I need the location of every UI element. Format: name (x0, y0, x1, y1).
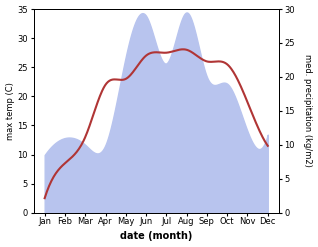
Y-axis label: med. precipitation (kg/m2): med. precipitation (kg/m2) (303, 54, 313, 167)
Y-axis label: max temp (C): max temp (C) (5, 82, 15, 140)
X-axis label: date (month): date (month) (120, 231, 192, 242)
